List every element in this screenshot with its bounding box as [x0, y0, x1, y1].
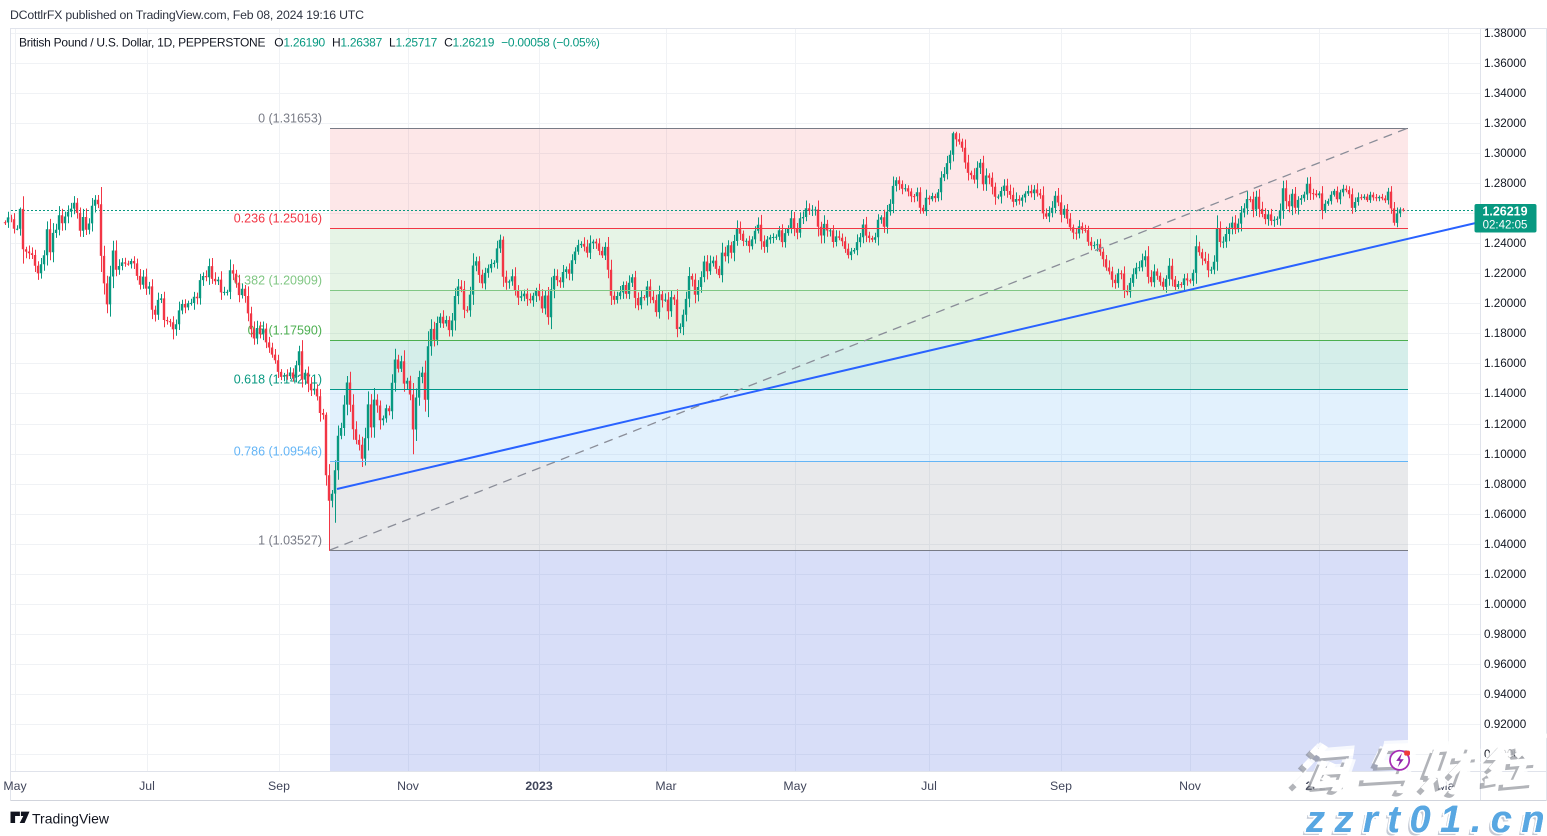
svg-text:Mar: Mar: [655, 779, 676, 793]
svg-text:Sep: Sep: [268, 779, 290, 793]
svg-text:1.10000: 1.10000: [1484, 448, 1527, 461]
svg-text:TradingView: TradingView: [32, 811, 110, 827]
svg-text:0.5 (1.17590): 0.5 (1.17590): [248, 324, 322, 338]
svg-text:2023: 2023: [525, 779, 553, 793]
svg-text:0.382 (1.20909): 0.382 (1.20909): [234, 274, 322, 288]
svg-text:British Pound / U.S. Dollar, 1: British Pound / U.S. Dollar, 1D, PEPPERS…: [19, 36, 600, 50]
svg-text:zzrt01.cn: zzrt01.cn: [1302, 802, 1547, 836]
svg-text:1.24000: 1.24000: [1484, 237, 1527, 250]
svg-text:1.26219: 1.26219: [1482, 205, 1527, 219]
svg-text:0.92000: 0.92000: [1484, 718, 1527, 731]
svg-text:Nov: Nov: [1179, 779, 1202, 793]
svg-text:1.30000: 1.30000: [1484, 147, 1527, 160]
svg-text:1.08000: 1.08000: [1484, 478, 1527, 491]
svg-text:May: May: [783, 779, 807, 793]
svg-text:1.00000: 1.00000: [1484, 598, 1527, 611]
svg-text:1.34000: 1.34000: [1484, 87, 1527, 100]
svg-text:zzrt01.cn: zzrt01.cn: [1305, 799, 1547, 836]
svg-text:DCottlrFX published on Trading: DCottlrFX published on TradingView.com, …: [10, 8, 364, 22]
svg-text:Jul: Jul: [921, 779, 937, 793]
svg-text:02:42:05: 02:42:05: [1483, 220, 1528, 232]
svg-text:0 (1.31653): 0 (1.31653): [258, 112, 322, 126]
svg-text:0.618 (1.14271): 0.618 (1.14271): [234, 373, 322, 387]
svg-text:1.22000: 1.22000: [1484, 267, 1527, 280]
svg-text:1.18000: 1.18000: [1484, 327, 1527, 340]
svg-text:zzrt01.cn: zzrt01.cn: [1305, 799, 1547, 836]
svg-text:1.38000: 1.38000: [1484, 27, 1527, 40]
svg-text:1.36000: 1.36000: [1484, 57, 1527, 70]
svg-text:1.14000: 1.14000: [1484, 387, 1527, 400]
svg-text:Sep: Sep: [1050, 779, 1072, 793]
svg-text:0.786 (1.09546): 0.786 (1.09546): [234, 445, 322, 459]
svg-text:1 (1.03527): 1 (1.03527): [258, 534, 322, 548]
svg-text:1.28000: 1.28000: [1484, 177, 1527, 190]
svg-text:1.16000: 1.16000: [1484, 357, 1527, 370]
svg-text:1.12000: 1.12000: [1484, 418, 1527, 431]
svg-text:1.32000: 1.32000: [1484, 117, 1527, 130]
svg-text:Jul: Jul: [139, 779, 155, 793]
svg-text:Nov: Nov: [397, 779, 420, 793]
svg-text:1.02000: 1.02000: [1484, 568, 1527, 581]
svg-text:1.20000: 1.20000: [1484, 297, 1527, 310]
svg-text:1.06000: 1.06000: [1484, 508, 1527, 521]
svg-text:0.236 (1.25016): 0.236 (1.25016): [234, 212, 322, 226]
svg-text:May: May: [3, 779, 27, 793]
svg-text:0.98000: 0.98000: [1484, 628, 1527, 641]
svg-text:0.94000: 0.94000: [1484, 688, 1527, 701]
svg-text:1.04000: 1.04000: [1484, 538, 1527, 551]
svg-text:0.96000: 0.96000: [1484, 658, 1527, 671]
